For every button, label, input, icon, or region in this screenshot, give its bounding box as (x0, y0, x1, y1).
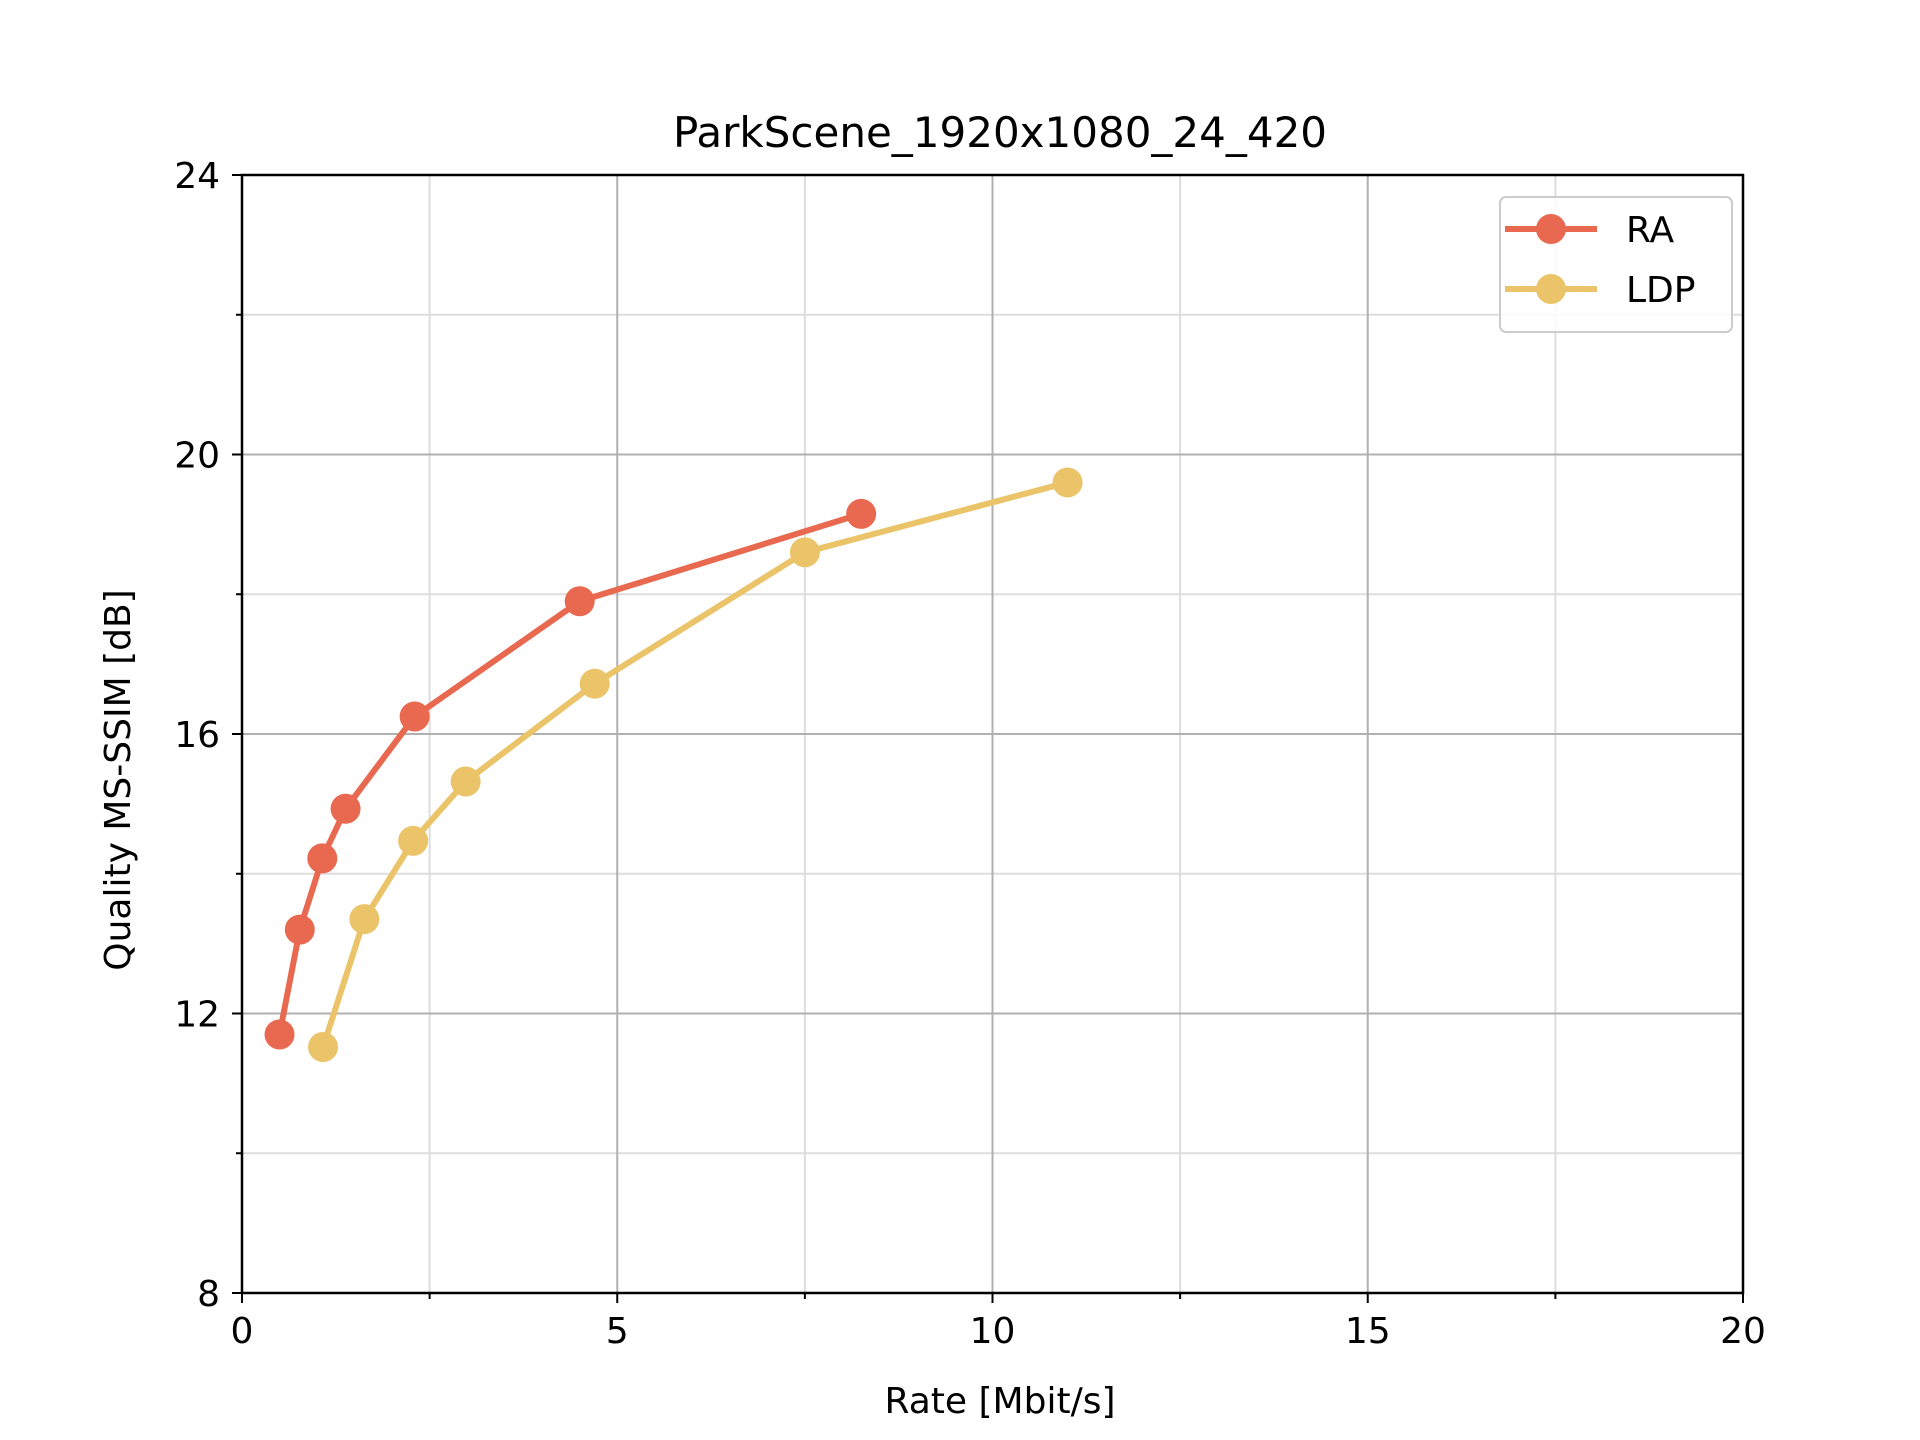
data-point-ra (330, 793, 361, 824)
y-tick-label: 16 (174, 715, 220, 756)
data-point-ldp (308, 1032, 339, 1063)
major-grid (241, 174, 1744, 1294)
x-axis-label: Rate [Mbit/s] (885, 1381, 1116, 1422)
chart-title: ParkScene_1920x1080_24_420 (673, 108, 1327, 157)
series-layer (264, 467, 1083, 1063)
data-point-ra (307, 843, 338, 874)
axis-ticks (232, 174, 1744, 1303)
data-point-ra (264, 1019, 295, 1050)
series-ldp (308, 467, 1083, 1063)
x-tick-label: 15 (1345, 1311, 1391, 1352)
y-tick-label: 24 (174, 156, 220, 197)
data-point-ldp (579, 668, 610, 699)
data-point-ldp (1052, 467, 1083, 498)
x-tick-label: 10 (970, 1311, 1016, 1352)
data-point-ldp (349, 904, 380, 935)
legend-box (1499, 196, 1733, 333)
legend-label-ldp: LDP (1626, 270, 1696, 311)
data-point-ra (284, 914, 315, 945)
legend-label-ra: RA (1626, 210, 1675, 251)
series-ra (264, 498, 877, 1050)
x-tick-labels: 0 5 10 15 20 (231, 1311, 1766, 1352)
y-tick-label: 12 (174, 995, 220, 1036)
data-point-ra (846, 498, 877, 529)
y-tick-label: 8 (197, 1274, 220, 1315)
data-point-ra (399, 701, 430, 732)
x-tick-label: 20 (1720, 1311, 1766, 1352)
data-point-ldp (398, 825, 429, 856)
y-tick-labels: 8 12 16 20 24 (174, 156, 220, 1315)
legend-swatch-marker-ldp (1536, 274, 1566, 304)
y-tick-label: 20 (174, 436, 220, 477)
x-tick-label: 0 (231, 1311, 254, 1352)
legend: RA LDP (1499, 196, 1733, 333)
data-point-ldp (450, 766, 481, 797)
y-axis-label: Quality MS-SSIM [dB] (98, 589, 139, 970)
data-point-ldp (789, 537, 820, 568)
legend-swatch-marker-ra (1536, 214, 1566, 244)
x-tick-label: 5 (606, 1311, 629, 1352)
data-point-ra (564, 586, 595, 617)
